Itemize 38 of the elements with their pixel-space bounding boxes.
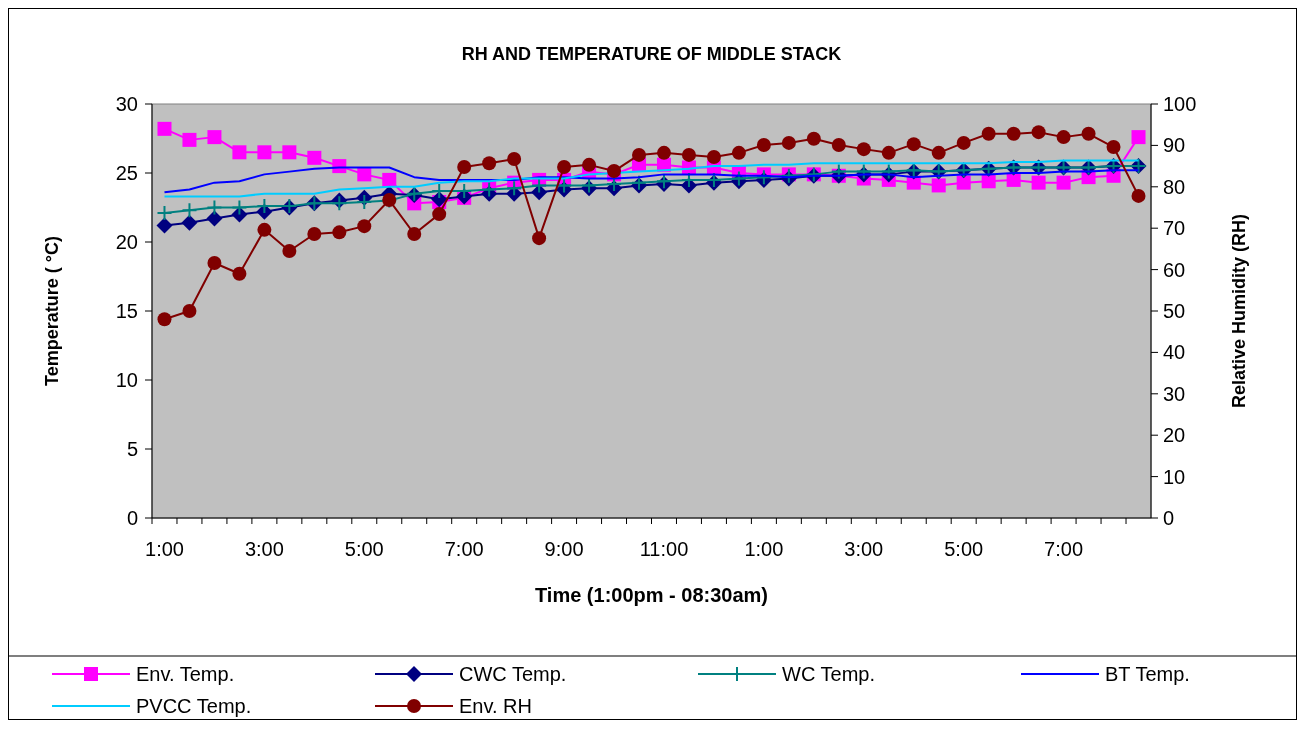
x-tick-label: 5:00 bbox=[944, 538, 984, 560]
y2-tick-label: 70 bbox=[1163, 217, 1186, 240]
y-tick-label: 20 bbox=[115, 231, 138, 253]
y-tick-label: 15 bbox=[115, 300, 138, 322]
x-tick-label: 7:00 bbox=[444, 538, 484, 560]
y2-tick-label: 50 bbox=[1163, 300, 1186, 322]
y-tick-label: 25 bbox=[115, 162, 138, 184]
y2-tick-label: 20 bbox=[1163, 424, 1186, 447]
x-tick-label: 7:00 bbox=[1044, 538, 1084, 560]
x-tick-label: 9:00 bbox=[544, 538, 584, 560]
x-axis-title: Time (1:00pm - 08:30am) bbox=[534, 584, 769, 606]
y2-tick-label: 60 bbox=[1163, 258, 1186, 281]
y-axis-title: Temperature ( °C) bbox=[42, 236, 62, 386]
y2-tick-label: 80 bbox=[1163, 175, 1186, 198]
legend-label: Env. RH bbox=[459, 695, 532, 717]
x-tick-label: 3:00 bbox=[244, 538, 284, 560]
x-tick-label: 11:00 bbox=[639, 538, 689, 560]
y-tick-label: 5 bbox=[126, 438, 138, 460]
chart-title: RH AND TEMPERATURE OF MIDDLE STACK bbox=[461, 44, 842, 64]
y-tick-label: 10 bbox=[115, 369, 138, 391]
y2-axis-title: Relative Humidity (RH) bbox=[1229, 213, 1249, 409]
x-tick-label: 5:00 bbox=[344, 538, 384, 560]
y-tick-label: 30 bbox=[115, 93, 138, 115]
legend-label: PVCC Temp. bbox=[136, 695, 252, 717]
legend-label: WC Temp. bbox=[782, 663, 875, 685]
y2-tick-label: 0 bbox=[1163, 507, 1175, 529]
legend-label: Env. Temp. bbox=[136, 663, 235, 685]
y2-tick-label: 40 bbox=[1163, 341, 1186, 364]
x-tick-label: 1:00 bbox=[145, 538, 184, 560]
legend-label: CWC Temp. bbox=[459, 663, 567, 685]
x-tick-label: 1:00 bbox=[744, 538, 784, 560]
y-tick-label: 0 bbox=[126, 507, 138, 529]
y2-tick-label: 30 bbox=[1163, 382, 1186, 405]
y2-tick-label: 100 bbox=[1163, 93, 1197, 115]
y2-tick-label: 10 bbox=[1163, 465, 1186, 488]
legend-label: BT Temp. bbox=[1105, 663, 1190, 685]
y2-tick-label: 90 bbox=[1163, 134, 1186, 157]
x-tick-label: 3:00 bbox=[844, 538, 884, 560]
